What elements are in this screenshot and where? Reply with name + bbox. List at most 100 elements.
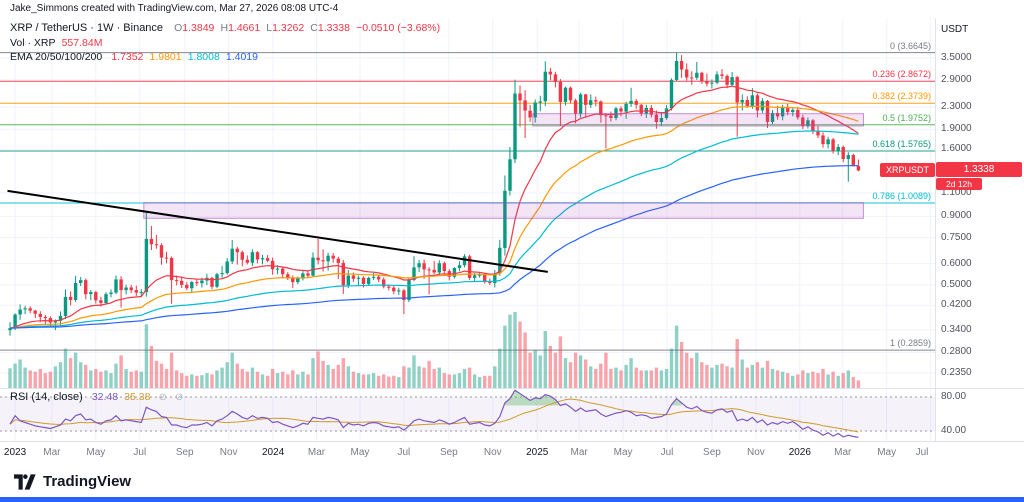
volume-bar bbox=[523, 332, 527, 388]
candle bbox=[316, 257, 320, 261]
volume-bar bbox=[548, 345, 552, 388]
candle bbox=[725, 75, 729, 85]
candle bbox=[154, 244, 159, 246]
price-axis-border[interactable] bbox=[935, 18, 936, 441]
candle bbox=[361, 277, 366, 284]
volume-bar bbox=[296, 374, 300, 388]
highlight-band[interactable] bbox=[143, 202, 864, 219]
volume-bar bbox=[629, 358, 633, 388]
rsi-legend[interactable]: RSI (14, close) 32.48 35.38 ⊘ ⊘ bbox=[10, 391, 186, 403]
symbol-legend[interactable]: XRP / TetherUS · 1W · Binance O1.3849 H1… bbox=[10, 22, 443, 34]
fib-label: 0.382 (2.3739) bbox=[872, 91, 931, 102]
volume-bar bbox=[483, 375, 487, 388]
candle bbox=[563, 87, 568, 102]
ema-line[interactable] bbox=[9, 105, 859, 329]
candle bbox=[291, 278, 295, 283]
candle bbox=[543, 71, 547, 102]
time-label: 2025 bbox=[526, 447, 549, 458]
volume-bar bbox=[18, 359, 22, 388]
candle bbox=[376, 276, 381, 280]
volume-bar bbox=[210, 374, 214, 388]
ema50-value: 1.9801 bbox=[149, 51, 182, 63]
time-label: Nov bbox=[483, 447, 502, 458]
volume-bar bbox=[346, 366, 350, 388]
volume-bar bbox=[84, 364, 88, 388]
ema-line[interactable] bbox=[9, 85, 859, 329]
volume-legend[interactable]: Vol · XRP 557.84M bbox=[10, 37, 105, 49]
candle bbox=[311, 257, 315, 276]
volume-bar bbox=[68, 358, 73, 388]
time-label: Nov bbox=[746, 447, 765, 458]
volume-bar bbox=[710, 367, 714, 388]
candle bbox=[629, 100, 633, 104]
candle bbox=[387, 286, 391, 288]
tradingview-logo-text[interactable]: TradingView bbox=[43, 473, 132, 490]
candle bbox=[700, 72, 704, 81]
fib-label: 0.786 (1.0089) bbox=[872, 191, 931, 202]
volume-bar bbox=[796, 374, 800, 388]
ema-line[interactable] bbox=[9, 130, 859, 329]
candle bbox=[558, 81, 563, 102]
pane-separator[interactable] bbox=[0, 388, 1024, 389]
volume-bar bbox=[563, 358, 568, 388]
price-tick: 3.5000 bbox=[941, 52, 972, 63]
candle bbox=[326, 255, 330, 262]
candle bbox=[119, 279, 123, 291]
candle bbox=[765, 100, 770, 122]
trendline[interactable] bbox=[7, 189, 548, 273]
last-price-badge[interactable]: 1.3338 bbox=[936, 162, 1022, 178]
candle bbox=[604, 115, 608, 117]
ohlc-low-value: 1.3262 bbox=[272, 22, 305, 34]
candle bbox=[84, 280, 88, 295]
price-tick: 1.9000 bbox=[941, 123, 972, 135]
candle bbox=[821, 135, 825, 145]
candle bbox=[296, 278, 300, 283]
bottom-accent-bar bbox=[0, 497, 1024, 502]
volume-bar bbox=[841, 373, 845, 388]
volume-bar bbox=[679, 341, 684, 388]
rsi-overbought-fill bbox=[671, 398, 682, 406]
candle bbox=[220, 273, 224, 275]
ema-legend[interactable]: EMA 20/50/100/200 1.7352 1.9801 1.8008 1… bbox=[10, 51, 261, 63]
price-pane[interactable] bbox=[0, 18, 935, 388]
candle bbox=[659, 118, 664, 122]
volume-bar bbox=[634, 367, 638, 388]
volume-bar bbox=[770, 369, 775, 388]
volume-bar bbox=[43, 373, 47, 388]
candle bbox=[826, 139, 830, 145]
ema-line[interactable] bbox=[9, 165, 859, 329]
time-label: Mar bbox=[834, 447, 852, 458]
symbol-title[interactable]: XRP / TetherUS · 1W · Binance bbox=[10, 22, 164, 34]
candle bbox=[382, 279, 386, 287]
rsi-pane[interactable] bbox=[0, 388, 935, 441]
candle bbox=[503, 190, 507, 248]
volume-bar bbox=[791, 375, 795, 388]
candle bbox=[124, 287, 128, 291]
volume-bar bbox=[164, 369, 169, 388]
fib-label: 0.236 (2.8672) bbox=[872, 69, 931, 80]
volume-bar bbox=[477, 377, 482, 388]
symbol-price-tag[interactable]: XRPUSDT bbox=[879, 163, 935, 178]
candle bbox=[240, 252, 244, 260]
candle bbox=[225, 261, 229, 274]
volume-bar bbox=[472, 374, 477, 388]
volume-bar bbox=[786, 373, 790, 388]
candle bbox=[73, 283, 78, 300]
candle bbox=[422, 263, 426, 270]
tradingview-logo-icon[interactable] bbox=[14, 473, 36, 490]
volume-bar bbox=[99, 371, 103, 388]
candle bbox=[750, 95, 754, 106]
volume-bar bbox=[690, 358, 694, 388]
time-label: Jul bbox=[660, 447, 674, 458]
candle bbox=[690, 77, 694, 79]
volume-bar bbox=[260, 374, 265, 388]
rsi-hide-icon[interactable]: ⊘ bbox=[158, 392, 167, 403]
candle bbox=[851, 155, 855, 167]
rsi-settings-icon[interactable]: ⊘ bbox=[174, 392, 184, 403]
candle bbox=[609, 115, 613, 118]
time-label: May bbox=[877, 447, 897, 458]
candle bbox=[786, 106, 790, 113]
volume-bar bbox=[669, 348, 674, 388]
volume-bar bbox=[467, 367, 472, 388]
highlight-band[interactable] bbox=[532, 113, 864, 127]
